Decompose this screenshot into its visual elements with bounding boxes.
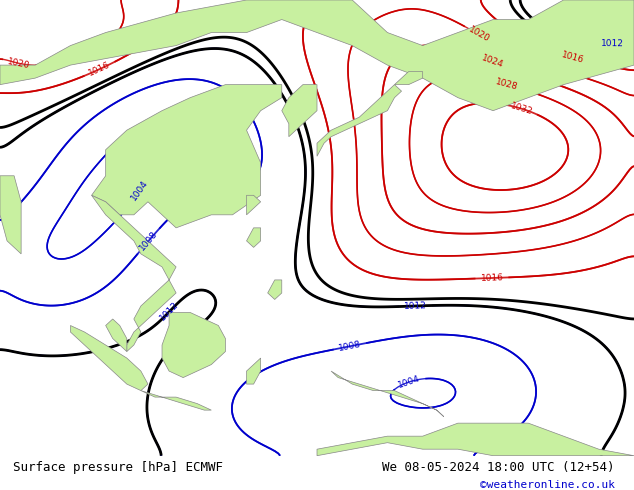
- Text: 1020: 1020: [467, 25, 491, 44]
- Text: 1004: 1004: [397, 374, 422, 390]
- Text: 1032: 1032: [509, 101, 534, 117]
- Polygon shape: [247, 196, 261, 215]
- Polygon shape: [247, 358, 261, 384]
- Text: Surface pressure [hPa] ECMWF: Surface pressure [hPa] ECMWF: [13, 461, 223, 474]
- Polygon shape: [162, 313, 226, 378]
- Text: We 08-05-2024 18:00 UTC (12+54): We 08-05-2024 18:00 UTC (12+54): [382, 461, 615, 474]
- Polygon shape: [91, 85, 281, 228]
- Text: 1012: 1012: [404, 301, 427, 311]
- Text: 1028: 1028: [495, 77, 519, 92]
- Polygon shape: [317, 85, 401, 156]
- Polygon shape: [317, 423, 634, 456]
- Text: 1016: 1016: [481, 273, 503, 283]
- Polygon shape: [281, 85, 317, 137]
- Text: 1004: 1004: [129, 178, 150, 202]
- Polygon shape: [91, 196, 176, 351]
- Polygon shape: [247, 228, 261, 247]
- Polygon shape: [70, 325, 148, 391]
- Text: 1008: 1008: [338, 340, 362, 353]
- Polygon shape: [141, 391, 211, 410]
- Polygon shape: [394, 72, 423, 85]
- Polygon shape: [0, 176, 21, 254]
- Text: ©weatheronline.co.uk: ©weatheronline.co.uk: [480, 480, 615, 490]
- Text: 1016: 1016: [87, 60, 112, 78]
- Text: 1020: 1020: [7, 57, 31, 70]
- Polygon shape: [0, 0, 634, 111]
- Polygon shape: [106, 319, 127, 351]
- Text: 1012: 1012: [158, 300, 181, 323]
- Text: 1012: 1012: [601, 39, 624, 49]
- Polygon shape: [331, 371, 444, 416]
- Text: 1008: 1008: [138, 229, 159, 253]
- Polygon shape: [268, 280, 281, 299]
- Text: 1016: 1016: [560, 50, 585, 65]
- Text: 1024: 1024: [480, 54, 505, 70]
